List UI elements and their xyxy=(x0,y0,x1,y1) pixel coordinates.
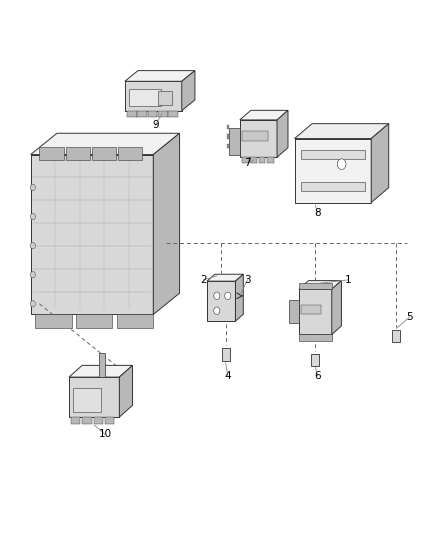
Polygon shape xyxy=(182,71,195,111)
Bar xyxy=(242,131,268,141)
Bar xyxy=(250,157,257,163)
Bar xyxy=(227,134,229,139)
Polygon shape xyxy=(207,274,244,281)
Bar xyxy=(76,314,113,328)
Bar xyxy=(242,157,249,163)
Bar xyxy=(227,125,229,129)
Circle shape xyxy=(30,301,35,307)
Bar xyxy=(311,354,319,366)
Bar xyxy=(392,330,400,342)
Circle shape xyxy=(337,159,346,169)
Bar xyxy=(129,88,160,107)
Polygon shape xyxy=(294,139,371,203)
Circle shape xyxy=(214,292,220,300)
Bar xyxy=(148,111,157,117)
Bar xyxy=(301,182,364,191)
Bar xyxy=(169,111,178,117)
Bar xyxy=(127,111,137,117)
Bar xyxy=(39,147,64,160)
Bar xyxy=(222,348,230,361)
Bar xyxy=(74,388,101,411)
Text: 6: 6 xyxy=(314,371,321,381)
Polygon shape xyxy=(299,289,332,335)
Bar xyxy=(299,335,332,341)
Bar xyxy=(71,417,80,424)
Circle shape xyxy=(214,307,220,314)
Polygon shape xyxy=(240,110,288,120)
Polygon shape xyxy=(299,280,342,289)
Polygon shape xyxy=(31,155,153,314)
Circle shape xyxy=(30,243,35,249)
Text: 9: 9 xyxy=(152,120,159,130)
Bar xyxy=(138,111,147,117)
Text: 1: 1 xyxy=(345,275,352,285)
Bar xyxy=(66,147,90,160)
Polygon shape xyxy=(294,124,389,139)
Circle shape xyxy=(30,184,35,191)
Polygon shape xyxy=(332,280,342,335)
Polygon shape xyxy=(371,124,389,203)
Polygon shape xyxy=(31,133,180,155)
Bar xyxy=(289,301,299,323)
Text: 7: 7 xyxy=(244,158,251,167)
Bar xyxy=(92,147,116,160)
Polygon shape xyxy=(240,120,277,157)
Bar xyxy=(82,417,92,424)
Bar xyxy=(117,314,153,328)
Bar xyxy=(35,314,71,328)
Text: 3: 3 xyxy=(244,275,251,285)
Text: 5: 5 xyxy=(406,312,413,322)
Text: 8: 8 xyxy=(314,208,321,218)
Text: 10: 10 xyxy=(99,430,112,439)
Circle shape xyxy=(30,213,35,220)
Bar xyxy=(229,128,240,155)
Polygon shape xyxy=(125,82,182,111)
Bar xyxy=(301,305,321,314)
Bar xyxy=(94,417,103,424)
Polygon shape xyxy=(153,133,180,314)
Bar xyxy=(118,147,142,160)
Polygon shape xyxy=(207,281,236,321)
Polygon shape xyxy=(125,71,195,82)
Circle shape xyxy=(30,271,35,278)
Bar xyxy=(105,417,114,424)
Polygon shape xyxy=(99,353,105,377)
Polygon shape xyxy=(119,366,132,417)
Bar xyxy=(158,91,172,106)
Bar xyxy=(227,143,229,148)
Bar xyxy=(299,282,332,289)
Circle shape xyxy=(225,292,231,300)
Polygon shape xyxy=(69,377,119,417)
Text: 4: 4 xyxy=(224,371,231,381)
Polygon shape xyxy=(277,110,288,157)
Bar xyxy=(267,157,274,163)
Bar xyxy=(301,150,364,159)
Text: 2: 2 xyxy=(200,275,207,285)
Polygon shape xyxy=(236,274,244,321)
Bar xyxy=(158,111,168,117)
Polygon shape xyxy=(69,366,132,377)
Bar xyxy=(258,157,265,163)
